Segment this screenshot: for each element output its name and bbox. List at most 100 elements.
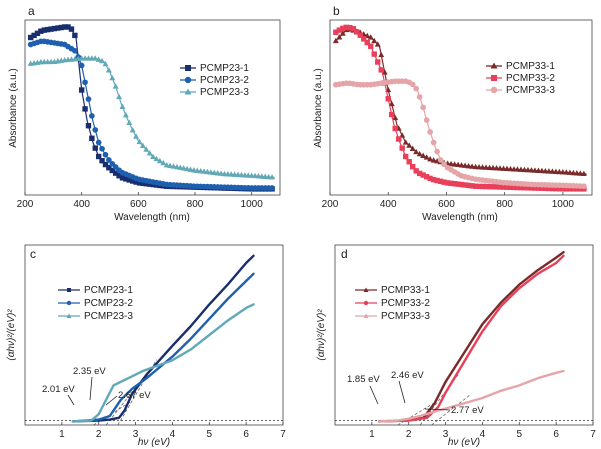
panel-c-tangent-3 xyxy=(117,359,157,426)
panel-b-series-1-point-11 xyxy=(371,37,378,44)
panel-a-series-1-point-34 xyxy=(143,181,149,187)
panel-b-series-2-point-0 xyxy=(333,29,339,35)
panel-d-frame xyxy=(334,244,594,426)
panel-b-series-2-point-62 xyxy=(549,185,556,192)
panel-b-series-2-point-68 xyxy=(570,186,577,192)
panel-b-series-1-point-36 xyxy=(458,162,465,168)
legend-a-label-2: PCMP23-2 xyxy=(200,75,249,86)
panel-b-series-2-point-4 xyxy=(347,25,353,31)
panel-d-xtick-label-3: 3 xyxy=(443,429,449,440)
panel-a-series-3-point-45 xyxy=(180,165,187,171)
panel-a-series-1-point-15 xyxy=(78,87,85,93)
legend-b-marker-3 xyxy=(490,86,498,94)
panel-b-series-2-point-52 xyxy=(514,184,521,191)
annot-d-arrow-3 xyxy=(424,408,451,411)
panel-a-series-1-point-30 xyxy=(129,178,136,184)
panel-b-series-2-point-39 xyxy=(469,183,475,189)
panel-b-series-2-point-13 xyxy=(378,67,384,73)
panel-b-series-3-point-30 xyxy=(437,157,444,163)
annot-c-2-35: 2.35 eV xyxy=(73,366,106,377)
panel-b-series-2-point-69 xyxy=(574,186,580,192)
panel-d-series xyxy=(378,250,565,423)
panel-b-series-2-point-23 xyxy=(413,168,419,174)
panel-a-series-1-point-12 xyxy=(68,26,75,32)
panel-a-series-3-point-27 xyxy=(119,103,126,109)
legend-b-label-1: PCMP33-1 xyxy=(506,61,555,72)
panel-b-xtick-label-600: 600 xyxy=(438,199,455,210)
panel-b-letter: b xyxy=(333,4,340,18)
panel-a-series-3-point-43 xyxy=(173,163,180,170)
panel-d-xtick-label-7: 7 xyxy=(590,429,596,440)
panel-b-series-1-point-23 xyxy=(413,148,420,155)
panel-b-xtick-label-200: 200 xyxy=(322,199,339,210)
legend-c-label-3: PCMP23-3 xyxy=(84,311,133,322)
panel-b-series-1-point-14 xyxy=(381,69,388,75)
panel-c-xtick-label-1: 1 xyxy=(59,429,65,440)
panel-b-series-2-point-53 xyxy=(518,184,524,191)
panel-d-tangent-3 xyxy=(431,394,471,426)
panel-b-series-2-point-3 xyxy=(343,24,350,31)
panel-c-annotations: 2.01 eV 2.35 eV 2.67 eV xyxy=(42,366,151,406)
panel-a-series-1-point-0 xyxy=(27,34,34,41)
annot-d-1-85: 1.85 eV xyxy=(347,374,380,385)
panel-a-frame xyxy=(24,19,281,196)
panel-b-series-2-point-38 xyxy=(465,182,472,189)
panel-a-series-1-point-23 xyxy=(106,165,112,171)
legend-d-label-1: PCMP33-1 xyxy=(381,285,430,296)
panel-d-annotations: 1.85 eV 2.46 eV 2.77 eV xyxy=(347,370,484,416)
panel-b-series-2-point-10 xyxy=(368,43,374,49)
panel-d-xlabel: hν (eV) xyxy=(448,437,480,448)
panel-d-series-1-line xyxy=(378,250,565,423)
panel-b-xtick-label-800: 800 xyxy=(496,199,513,210)
panel-b-series-1-point-24 xyxy=(416,150,423,157)
panel-b-series-3-point-23 xyxy=(413,85,420,92)
panel-b-series-2-point-29 xyxy=(434,177,440,184)
panel-a-series-3-point-25 xyxy=(112,83,119,89)
panel-a-series-1-point-33 xyxy=(140,180,146,187)
panel-b-series-2-point-28 xyxy=(430,176,437,183)
panel-b-series-2-point-56 xyxy=(528,185,535,191)
panel-c-xtick-label-5: 5 xyxy=(207,429,213,440)
panel-b-series-1-point-38 xyxy=(465,162,472,169)
panel-b-series-1-point-20 xyxy=(402,139,409,145)
panel-a-xtick-label-1000: 1000 xyxy=(241,199,264,210)
panel-a-series-1-point-13 xyxy=(72,32,78,39)
panel-b-series-1-point-22 xyxy=(409,145,416,151)
panel-a-series-1-point-1 xyxy=(31,32,37,39)
panel-b-legend: PCMP33-1 PCMP33-2 PCMP33-3 xyxy=(486,61,555,96)
panel-a-series-1-point-27 xyxy=(119,175,126,181)
panel-a-series-3-point-47 xyxy=(187,166,194,172)
panel-b-series-1-point-71 xyxy=(580,170,587,176)
panel-d-series-3-line xyxy=(378,369,565,423)
panel-a-series-1-point-32 xyxy=(136,180,143,186)
panel-a-series-3-point-31 xyxy=(133,133,140,139)
panel-b-series-1-point-34 xyxy=(451,161,458,167)
panel-a-series-3-point-22 xyxy=(102,60,109,67)
panel-b-series-1-point-12 xyxy=(374,41,381,47)
panel-b-series-2-point-49 xyxy=(504,184,510,190)
panel-a-ticks: 200 400 600 800 1000 xyxy=(17,192,264,210)
panel-a-series-3-point-41 xyxy=(167,162,174,169)
panel-a-series-1-point-8 xyxy=(55,25,61,31)
panel-a-series-2-point-19 xyxy=(92,127,99,133)
panel-b-series-2-point-50 xyxy=(507,184,514,190)
legend-a-label-3: PCMP23-3 xyxy=(200,87,249,98)
panel-c-ticks: 1 2 3 4 5 6 7 xyxy=(59,422,286,440)
panel-a-series-2-point-71 xyxy=(269,185,275,191)
panel-b-series-2-point-31 xyxy=(441,179,447,185)
panel-a-series-1-point-31 xyxy=(133,179,139,185)
legend-d-label-3: PCMP33-3 xyxy=(381,311,430,322)
panel-b-series xyxy=(332,24,587,192)
panel-b-series-2-point-41 xyxy=(476,183,482,190)
legend-b-marker-1 xyxy=(490,62,498,69)
panel-a-series-1-point-4 xyxy=(41,27,47,33)
annot-c-2-67: 2.67 eV xyxy=(118,390,151,401)
panel-d-legend: PCMP33-1 PCMP33-2 PCMP33-3 xyxy=(355,285,430,322)
legend-a-marker-3 xyxy=(184,88,192,95)
panel-b-series-1-point-26 xyxy=(423,154,430,160)
panel-b: b 200 400 600 800 1000 Wavelength (nm) Absor… xyxy=(313,4,593,223)
panel-b-series-2-point-55 xyxy=(525,185,531,191)
panel-b-series-2-point-58 xyxy=(535,185,542,191)
panel-b-series-2-point-65 xyxy=(560,186,566,192)
panel-c-series-2-line xyxy=(71,272,255,423)
